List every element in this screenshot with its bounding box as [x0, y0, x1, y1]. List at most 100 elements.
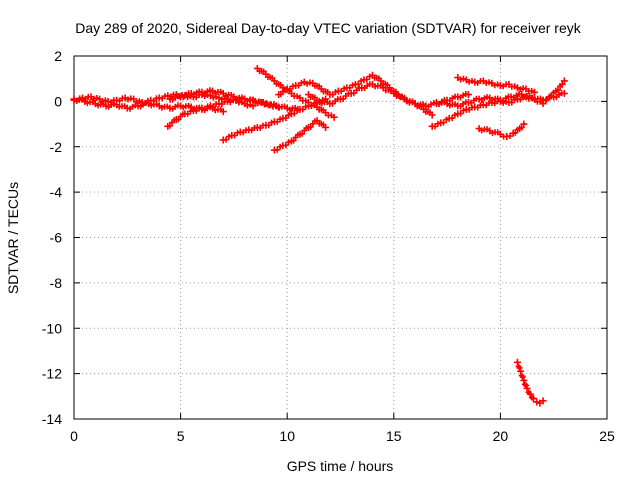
chart-title: Day 289 of 2020, Sidereal Day-to-day VTE…	[75, 20, 581, 36]
plot-border	[73, 55, 608, 420]
data-point-fill	[244, 96, 254, 104]
data-point-fill	[316, 120, 327, 128]
data-point-fill	[474, 102, 484, 111]
x-tick-label: 15	[386, 428, 402, 444]
data-point-fill	[318, 99, 331, 107]
data-point-fill	[517, 94, 527, 103]
data-point	[529, 395, 537, 403]
data-point-fill	[231, 129, 241, 139]
data-point-fill	[193, 105, 203, 114]
data-point-fill	[466, 104, 475, 113]
data-point-fill	[329, 96, 341, 107]
data-point-fill	[329, 89, 339, 98]
data-point-fill	[210, 93, 220, 101]
data-point	[539, 397, 547, 405]
data-point-fill	[282, 139, 292, 149]
data-point-fill	[291, 93, 301, 100]
data-point-fill	[414, 101, 427, 109]
data-point-fill	[158, 103, 171, 111]
y-tick-label: -10	[42, 320, 62, 336]
data-point-fill	[166, 117, 178, 129]
data-point-fill	[449, 112, 458, 122]
data-point-fill	[325, 112, 335, 119]
data-point	[275, 103, 283, 111]
data-point-fill	[184, 108, 194, 117]
data-point-fill	[184, 93, 194, 101]
data-point-fill	[515, 363, 523, 371]
data-point-fill	[308, 102, 318, 109]
data-point-fill	[316, 106, 327, 114]
data-point	[219, 108, 227, 116]
data-point-fill	[218, 98, 228, 108]
data-point-fill	[510, 91, 523, 101]
series-arc-14	[539, 77, 568, 104]
data-point-fill	[457, 91, 469, 101]
data-point-fill	[299, 97, 309, 104]
data-point	[520, 376, 528, 384]
data-point-fill	[555, 83, 564, 94]
data-point-fill	[133, 98, 143, 105]
data-point	[520, 120, 528, 128]
x-ticks: 0 5 10 15 20 25	[70, 56, 615, 444]
data-point-fill	[190, 88, 203, 98]
y-tick-label: -6	[50, 230, 63, 246]
data-point-fill	[532, 95, 544, 103]
data-point-fill	[95, 101, 107, 109]
data-point-fill	[137, 100, 149, 110]
data-point-fill	[223, 133, 232, 143]
data-point-fill	[150, 95, 160, 104]
data-point-fill	[350, 85, 363, 97]
data-point-fill	[518, 372, 526, 381]
data-point-fill	[340, 90, 352, 102]
data-point-fill	[169, 102, 181, 112]
series-arc-7	[270, 117, 330, 154]
data-point-fill	[90, 95, 100, 102]
data-point-fill	[553, 90, 565, 101]
data-point-fill	[265, 74, 276, 82]
data-point-fill	[256, 68, 267, 75]
data-point-fill	[500, 81, 510, 90]
data-point-fill	[436, 99, 448, 107]
data-point	[523, 384, 531, 392]
data-point-fill	[169, 93, 181, 103]
data-point-fill	[282, 112, 292, 122]
data-point-fill	[159, 93, 168, 102]
data-point-fill	[261, 100, 271, 108]
data-point-fill	[127, 102, 139, 112]
data-point-fill	[235, 96, 245, 105]
data-point-fill	[457, 75, 467, 83]
data-point	[464, 91, 472, 99]
series-arc-13	[475, 120, 528, 141]
data-point-fill	[299, 125, 310, 137]
data-point-fill	[422, 108, 433, 116]
data-point-fill	[483, 100, 492, 109]
data-point-fill	[507, 133, 513, 139]
data-point-fill	[222, 91, 235, 99]
data-point-fill	[500, 93, 512, 104]
data-point-fill	[355, 78, 365, 87]
data-point-fill	[393, 93, 405, 100]
data-point-fill	[474, 78, 484, 86]
data-point-fill	[521, 93, 533, 100]
data-point-fill	[361, 81, 373, 92]
data-point-fill	[274, 143, 284, 153]
data-point-fill	[457, 107, 467, 117]
data-point-fill	[468, 95, 480, 106]
data-point-fill	[304, 79, 313, 87]
data-point	[513, 358, 521, 366]
data-point-fill	[175, 111, 186, 123]
y-axis-label: SDTVAR / TECUs	[5, 182, 21, 294]
data-point-fill	[99, 97, 109, 105]
data-point-fill	[491, 81, 501, 89]
data-point	[526, 390, 534, 398]
data-point	[428, 111, 436, 119]
data-point-fill	[201, 103, 211, 112]
data-point-fill	[446, 101, 459, 109]
data-point-fill	[517, 85, 527, 93]
data-point-fill	[382, 87, 395, 94]
x-tick-label: 0	[70, 428, 78, 444]
data-point-fill	[311, 82, 323, 90]
data-point-fill	[404, 98, 416, 105]
series-arc-15	[513, 358, 547, 407]
